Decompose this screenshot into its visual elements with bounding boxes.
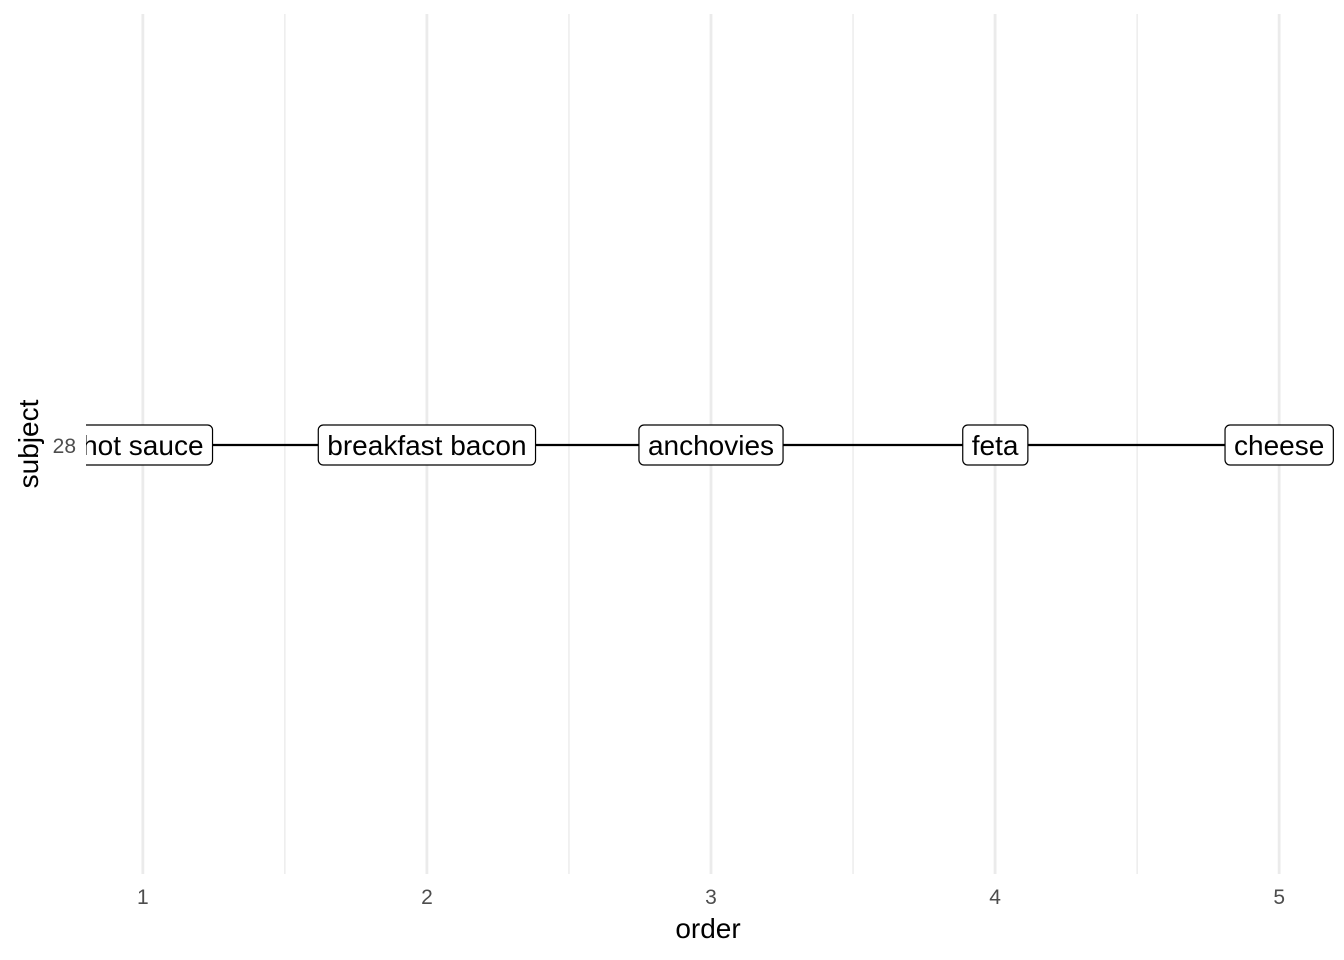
x-tick-label: 4	[989, 886, 1001, 909]
point-label: hot sauce	[82, 424, 214, 466]
x-axis-title: order	[675, 913, 740, 944]
point-label-text: feta	[972, 430, 1019, 461]
y-tick-label: 28	[53, 435, 76, 458]
point-label-text: anchovies	[648, 430, 774, 461]
point-label: breakfast bacon	[317, 424, 537, 466]
x-axis-ticks: 1 2 3 4 5	[137, 886, 1285, 909]
point-label: feta	[962, 424, 1029, 466]
plot-panel: hot sauce breakfast bacon anchovies feta che…	[82, 424, 1334, 466]
x-tick-label: 5	[1273, 886, 1285, 909]
point-label-box	[962, 424, 1029, 466]
point-label-box	[317, 424, 537, 466]
point-label-text: hot sauce	[82, 430, 203, 461]
y-axis-ticks: 28	[53, 435, 76, 458]
point-label-box	[86, 424, 214, 466]
point-label: anchovies	[638, 424, 784, 466]
x-tick-label: 3	[705, 886, 717, 909]
x-tick-label: 1	[137, 886, 149, 909]
point-labels: hot sauce breakfast bacon anchovies feta che…	[82, 424, 1334, 466]
point-label-box	[1224, 424, 1334, 466]
point-label-box	[638, 424, 784, 466]
y-axis-title: subject	[13, 399, 44, 488]
x-tick-label: 2	[421, 886, 433, 909]
point-label-text: breakfast bacon	[327, 430, 526, 461]
point-label: cheese	[1224, 424, 1334, 466]
point-label-text: cheese	[1234, 430, 1324, 461]
